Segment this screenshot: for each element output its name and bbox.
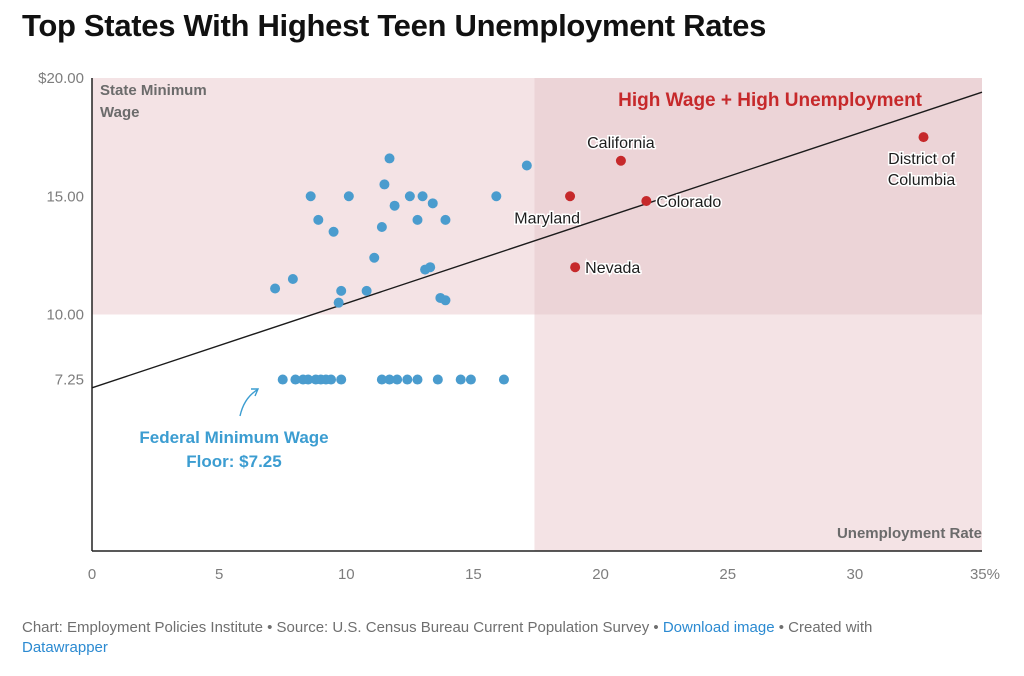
state-point	[313, 214, 324, 225]
footer-separator: •	[649, 619, 663, 636]
state-point	[270, 283, 281, 294]
state-point	[336, 285, 347, 296]
y-tick-label: $20.00	[38, 70, 84, 87]
state-point	[440, 214, 451, 225]
region-title: High Wage + High Unemployment	[618, 90, 923, 111]
annotation-arrow-line	[239, 389, 258, 417]
chart-axes: 0 5 10 15 20 25 30 35% 7.25 10.00 15.00 $20.00	[38, 70, 1000, 583]
state-point	[361, 285, 372, 296]
state-point	[404, 191, 415, 202]
california-label: California	[587, 135, 655, 152]
trendline	[91, 91, 983, 389]
state-point	[376, 221, 387, 232]
nevada-label: Nevada	[585, 260, 640, 277]
chart-title: Top States With Highest Teen Unemploymen…	[22, 8, 767, 43]
highlighted-state-point	[565, 191, 576, 202]
chart-footer: Chart: Employment Policies Institute • S…	[22, 618, 1012, 658]
annotation-arrow-head	[251, 388, 260, 397]
highlighted-state-point	[641, 195, 652, 206]
maryland-label: Maryland	[514, 210, 580, 227]
state-point	[412, 214, 423, 225]
federal-minimum-wage-annotation: Federal Minimum Wage	[139, 428, 328, 447]
state-point	[277, 374, 288, 385]
state-point	[412, 374, 423, 385]
x-tick-label: 15	[465, 566, 482, 583]
state-point	[369, 252, 380, 263]
footer-separator: •	[774, 619, 789, 636]
x-tick-label: 20	[592, 566, 609, 583]
state-point	[402, 374, 413, 385]
chart-credit: Chart: Employment Policies Institute	[22, 619, 263, 636]
state-point	[290, 374, 301, 385]
highlighted-state-point	[615, 155, 626, 166]
x-tick-label: 0	[88, 566, 96, 583]
state-point	[521, 160, 532, 171]
state-point	[343, 191, 354, 202]
state-point	[465, 374, 476, 385]
state-point	[328, 226, 339, 237]
x-tick-label: 30	[847, 566, 864, 583]
state-point	[333, 297, 344, 308]
footer-separator: •	[262, 619, 277, 636]
state-point	[376, 374, 387, 385]
x-tick-label: 35%	[970, 566, 1000, 583]
federal-floor-annotation: Floor: $7.25	[186, 452, 281, 471]
highlighted-state-point	[570, 262, 581, 273]
x-axis-label: Unemployment Rate	[837, 525, 982, 542]
highlighted-state-point	[918, 132, 929, 143]
state-point	[305, 191, 316, 202]
state-point	[427, 198, 438, 209]
chart-source: Source: U.S. Census Bureau Current Popul…	[276, 619, 650, 636]
chart-labels: State Minimum Wage Unemployment Rate High W…	[100, 82, 982, 542]
download-image-link[interactable]: Download image	[662, 619, 775, 636]
trendline-layer	[91, 91, 983, 389]
state-point	[392, 374, 403, 385]
state-point	[379, 179, 390, 190]
state-point	[389, 200, 400, 211]
y-axis-label: State Minimum Wage	[100, 82, 207, 121]
state-point	[384, 153, 395, 164]
x-tick-label: 25	[719, 566, 736, 583]
state-point	[384, 374, 395, 385]
scatter-chart: 0 5 10 15 20 25 30 35% 7.25 10.00 15.00 $20.00 Stat…	[38, 70, 1000, 583]
state-point	[455, 374, 466, 385]
x-tick-label: 10	[338, 566, 355, 583]
district-of-columbia-label: District of Columbia	[888, 151, 956, 189]
highlight-regions	[92, 78, 982, 551]
state-point	[326, 374, 337, 385]
x-tick-label: 5	[215, 566, 223, 583]
datawrapper-link[interactable]: Datawrapper	[22, 639, 108, 656]
state-point	[336, 374, 347, 385]
created-with-text: Created with	[788, 619, 873, 636]
y-tick-label: 10.00	[46, 307, 84, 324]
state-point	[287, 274, 298, 285]
y-tick-label: 7.25	[55, 372, 84, 389]
state-point	[417, 191, 428, 202]
state-point	[498, 374, 509, 385]
state-point	[432, 374, 443, 385]
state-point	[425, 262, 436, 273]
y-tick-label: 15.00	[46, 188, 84, 205]
state-point	[491, 191, 502, 202]
state-point	[440, 295, 451, 306]
data-points	[270, 132, 929, 385]
colorado-label: Colorado	[656, 194, 721, 211]
state-point	[303, 374, 314, 385]
high-wage-high-unemployment-region	[534, 78, 982, 315]
